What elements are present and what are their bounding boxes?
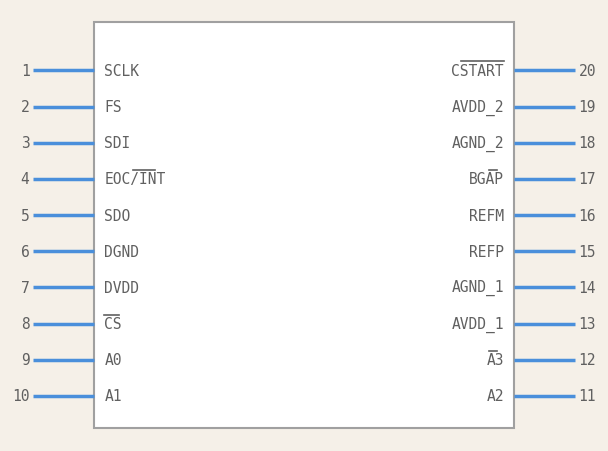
Text: DGND: DGND	[104, 244, 139, 259]
Text: SCLK: SCLK	[104, 64, 139, 79]
Text: 10: 10	[12, 388, 29, 404]
Text: BGAP: BGAP	[469, 172, 504, 187]
Text: 17: 17	[579, 172, 596, 187]
Text: CS: CS	[104, 316, 122, 331]
Text: 15: 15	[579, 244, 596, 259]
Text: AGND_2: AGND_2	[451, 135, 504, 152]
Text: 20: 20	[579, 64, 596, 79]
Text: 8: 8	[21, 316, 29, 331]
Text: 9: 9	[21, 352, 29, 368]
Text: EOC/INT: EOC/INT	[104, 172, 165, 187]
Text: 11: 11	[579, 388, 596, 404]
Text: 2: 2	[21, 100, 29, 115]
Text: 4: 4	[21, 172, 29, 187]
Text: AGND_1: AGND_1	[451, 280, 504, 296]
Text: 1: 1	[21, 64, 29, 79]
Text: A3: A3	[486, 352, 504, 368]
Text: AVDD_2: AVDD_2	[451, 99, 504, 115]
Text: 13: 13	[579, 316, 596, 331]
Text: SDI: SDI	[104, 136, 131, 151]
Text: A2: A2	[486, 388, 504, 404]
Bar	[94, 23, 514, 428]
Text: CSTART: CSTART	[451, 64, 504, 79]
Text: 14: 14	[579, 280, 596, 295]
Text: 18: 18	[579, 136, 596, 151]
Text: DVDD: DVDD	[104, 280, 139, 295]
Text: 5: 5	[21, 208, 29, 223]
Text: 16: 16	[579, 208, 596, 223]
Text: SDO: SDO	[104, 208, 131, 223]
Text: REFP: REFP	[469, 244, 504, 259]
Text: REFM: REFM	[469, 208, 504, 223]
Text: A1: A1	[104, 388, 122, 404]
Text: 3: 3	[21, 136, 29, 151]
Text: 6: 6	[21, 244, 29, 259]
Text: A0: A0	[104, 352, 122, 368]
Text: 12: 12	[579, 352, 596, 368]
Text: 19: 19	[579, 100, 596, 115]
Text: FS: FS	[104, 100, 122, 115]
Text: 7: 7	[21, 280, 29, 295]
Text: AVDD_1: AVDD_1	[451, 316, 504, 332]
